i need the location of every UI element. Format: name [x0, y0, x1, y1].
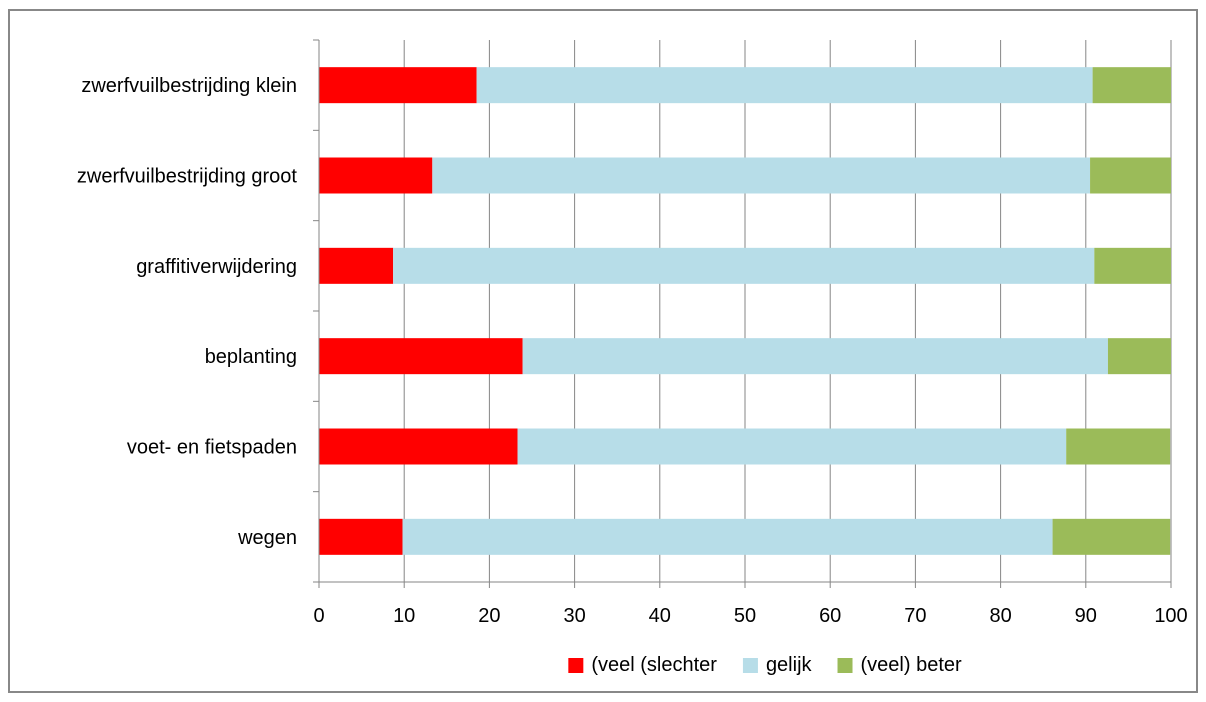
bar-segment-2-4	[522, 338, 1108, 375]
bars	[319, 67, 1171, 555]
bar-segment-3-4	[1107, 338, 1171, 375]
category-label: beplanting	[205, 346, 297, 368]
bar-segment-1-4	[319, 338, 523, 375]
legend-swatch	[837, 658, 853, 673]
legend-label: gelijk	[766, 654, 813, 676]
legend-item-2: gelijk	[742, 654, 813, 676]
bar-segment-3-6	[1052, 518, 1171, 555]
x-tick-label: 40	[649, 605, 671, 627]
legend: (veel (slechter gelijk (veel) beter	[568, 654, 962, 676]
bar-segment-1-3	[319, 247, 394, 284]
bar-segment-2-1	[476, 67, 1093, 104]
labels: 0 10 20 30 40 50 60 70 80 90 100 zwerfvuilbestrijdi…	[77, 75, 1188, 627]
bar-segment-3-5	[1066, 428, 1171, 465]
category-label: voet- en fietspaden	[127, 437, 297, 459]
category-label: zwerfvuilbestrijding klein	[81, 75, 297, 97]
bar-segment-2-6	[402, 518, 1053, 555]
axes	[313, 39, 1172, 588]
x-tick-label: 60	[819, 605, 841, 627]
legend-label: (veel) beter	[861, 654, 962, 676]
x-tick-label: 80	[989, 605, 1011, 627]
legend-label: (veel (slechter	[591, 654, 717, 676]
bar-segment-1-2	[319, 157, 433, 194]
category-label: zwerfvuilbestrijding groot	[77, 166, 298, 188]
bar-segment-1-5	[319, 428, 518, 465]
gridlines	[403, 40, 1172, 582]
x-tick-label: 30	[563, 605, 585, 627]
bar-segment-1-6	[319, 518, 403, 555]
bar-segment-3-1	[1092, 67, 1171, 104]
x-tick-label: 10	[393, 605, 415, 627]
category-label: graffitiverwijdering	[136, 256, 297, 278]
legend-swatch	[742, 658, 758, 673]
x-tick-label: 90	[1075, 605, 1097, 627]
legend-item-1: (veel (slechter	[568, 654, 717, 676]
x-tick-label: 70	[904, 605, 926, 627]
bar-segment-3-3	[1094, 247, 1171, 284]
legend-swatch	[568, 658, 584, 673]
x-tick-label: 100	[1154, 605, 1187, 627]
category-label: wegen	[237, 527, 297, 549]
x-tick-label: 0	[313, 605, 324, 627]
bar-segment-2-5	[517, 428, 1067, 465]
x-tick-label: 20	[478, 605, 500, 627]
bar-segment-2-2	[432, 157, 1091, 194]
bar-segment-3-2	[1090, 157, 1171, 194]
bar-segment-2-3	[393, 247, 1095, 284]
x-tick-label: 50	[734, 605, 756, 627]
bar-segment-1-1	[319, 67, 477, 104]
legend-item-3: (veel) beter	[837, 654, 962, 676]
